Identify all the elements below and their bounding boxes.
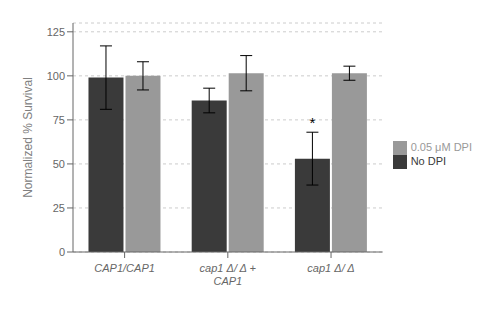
svg-text:Normalized % Survival: Normalized % Survival bbox=[21, 77, 35, 198]
svg-text:100: 100 bbox=[47, 70, 65, 82]
svg-text:25: 25 bbox=[53, 202, 65, 214]
svg-text:50: 50 bbox=[53, 158, 65, 170]
html-text:0.05 μM DPI: 0.05 μM DPI bbox=[410, 140, 472, 153]
svg-text:cap1 Δ/ Δ: cap1 Δ/ Δ bbox=[307, 262, 354, 274]
svg-text:*: * bbox=[309, 114, 315, 131]
html-text:No DPI: No DPI bbox=[410, 155, 447, 167]
svg-text:CAP1/CAP1: CAP1/CAP1 bbox=[94, 262, 155, 274]
svg-text:125: 125 bbox=[47, 26, 65, 38]
svg-text:cap1 Δ/ Δ +CAP1: cap1 Δ/ Δ +CAP1 bbox=[200, 262, 257, 287]
svg-text:75: 75 bbox=[53, 114, 65, 126]
svg-text:0: 0 bbox=[59, 246, 65, 258]
